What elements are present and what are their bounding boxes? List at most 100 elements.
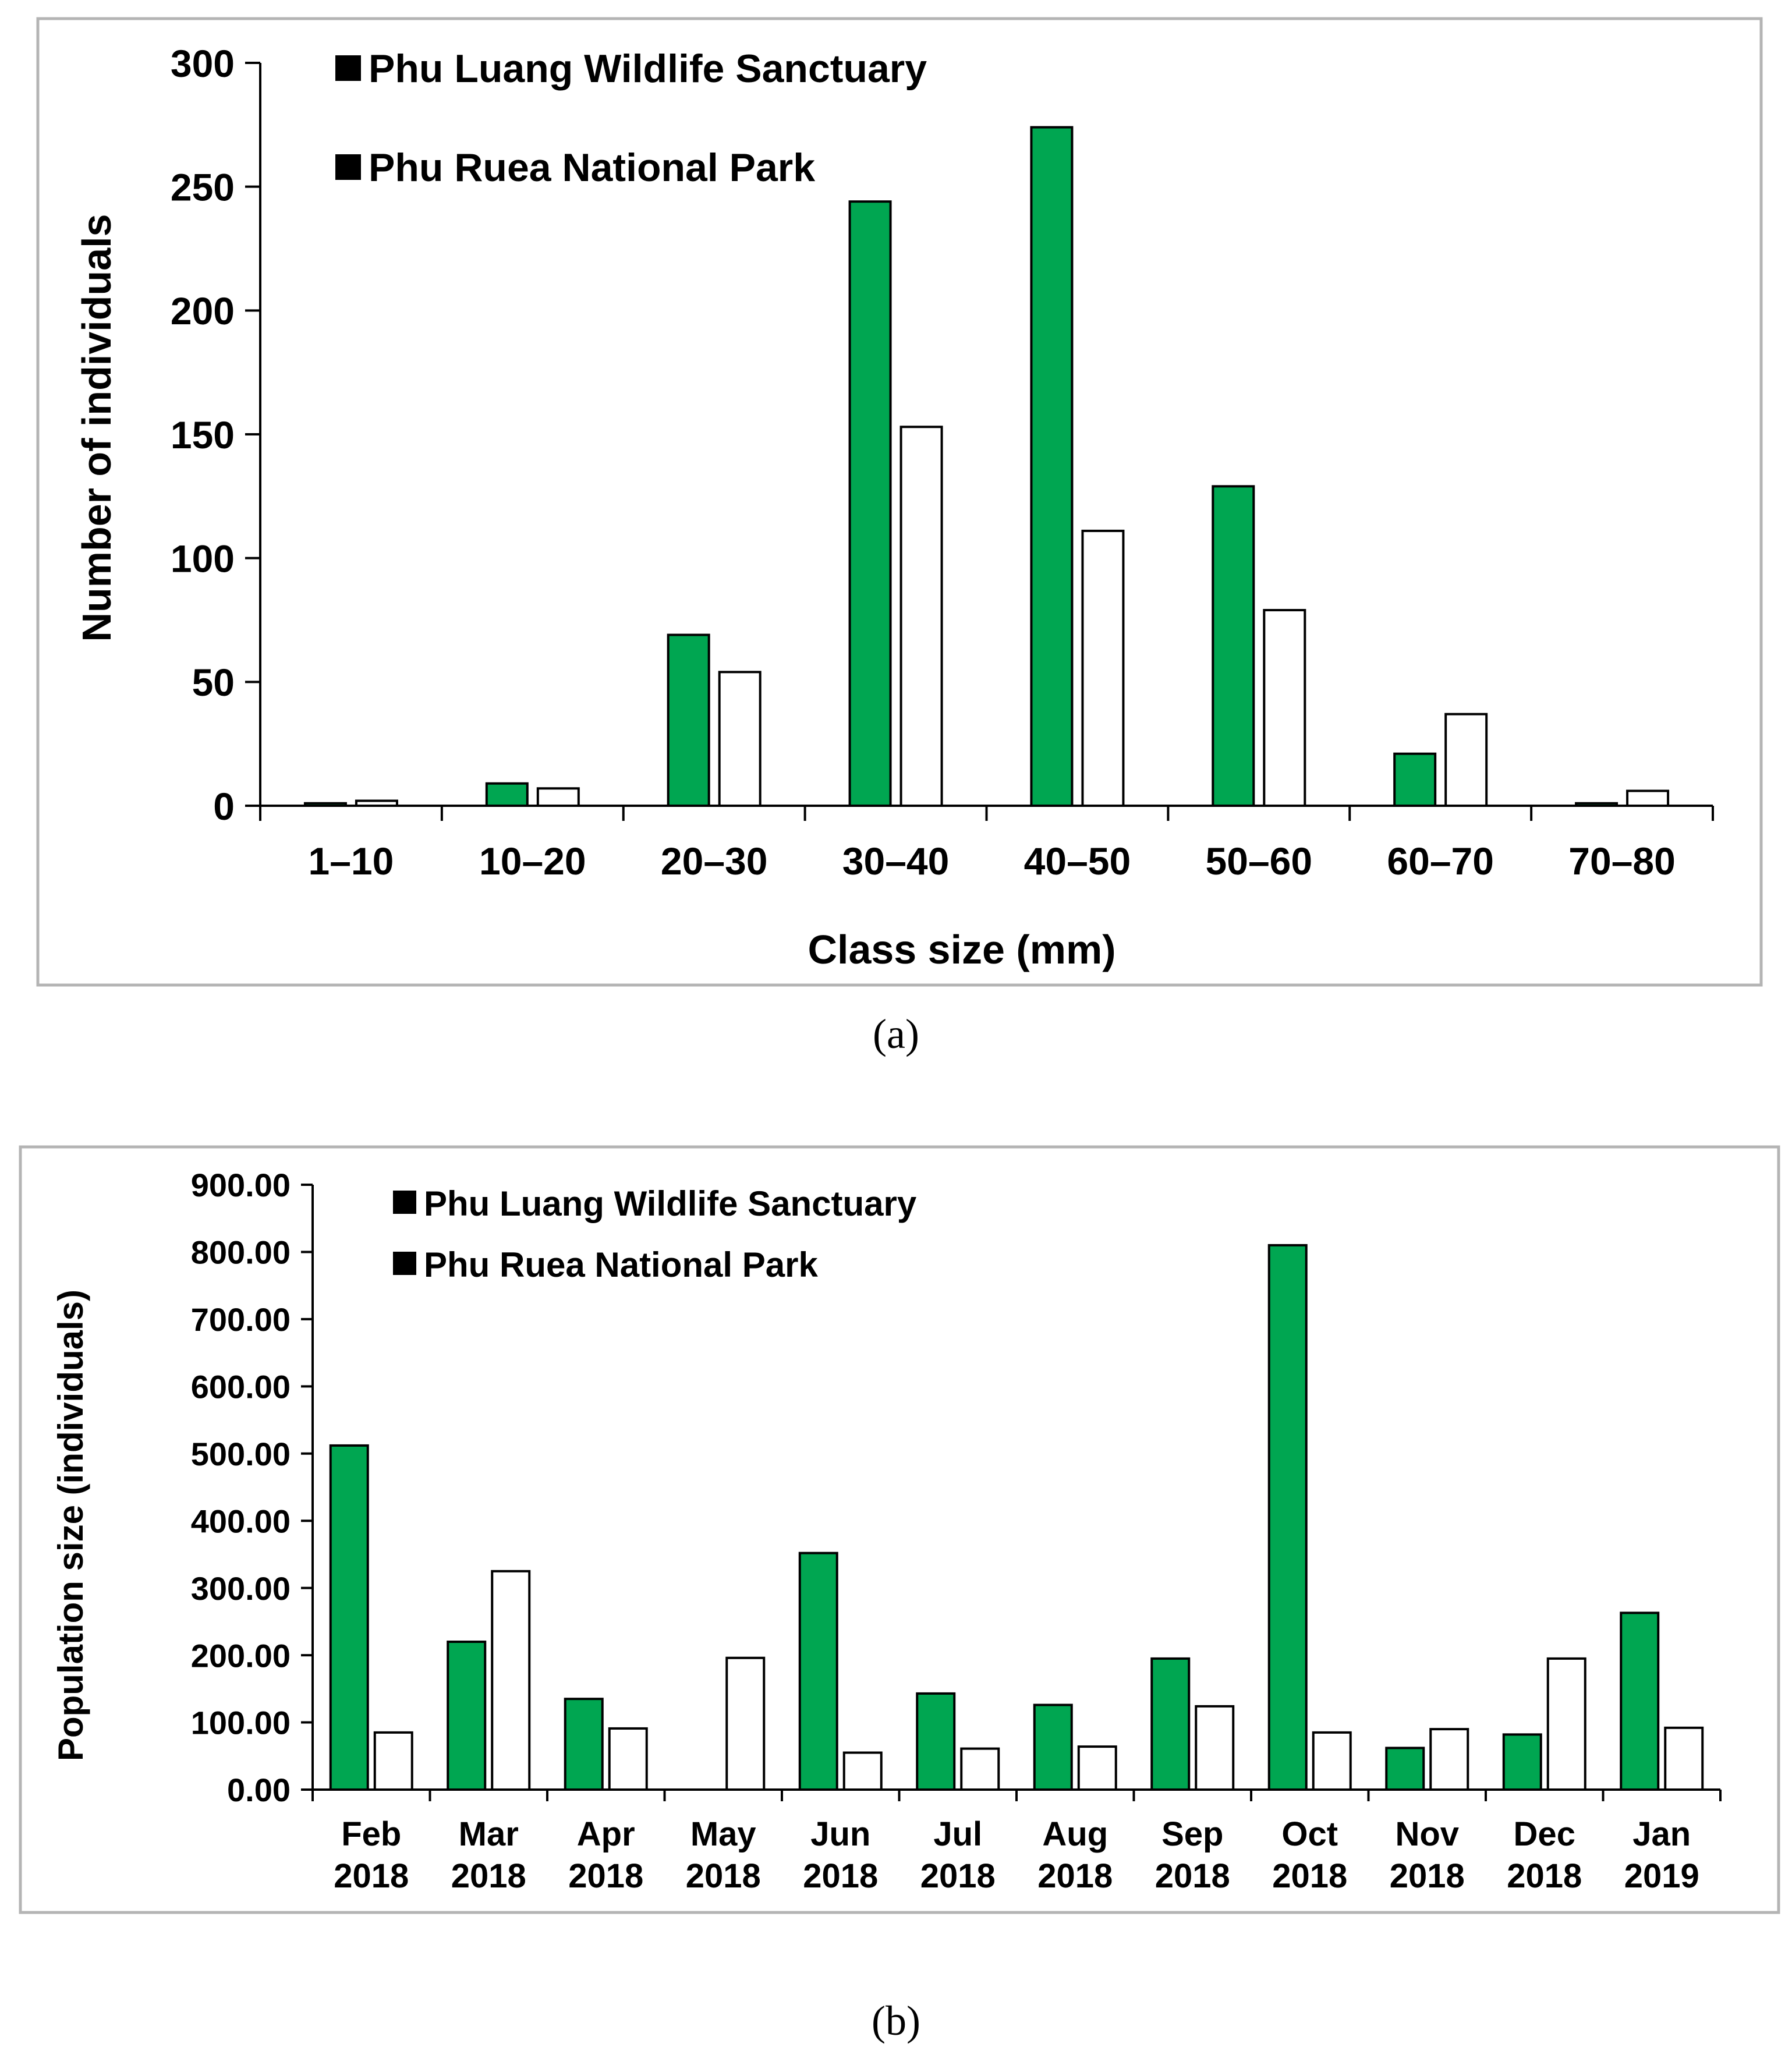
chart-a-bar-phu-ruea-national-park (899, 426, 943, 807)
chart-b-x-tick-label: 2018 (1272, 1857, 1347, 1895)
chart-b-bar-phu-ruea-national-park (1077, 1745, 1117, 1791)
chart-b-x-tick-label: 2018 (451, 1857, 526, 1895)
chart-b-bar-phu-luang-wildlife-sanctuary (564, 1698, 604, 1791)
chart-b-legend-swatch-luang (393, 1191, 416, 1214)
chart-b-bar-phu-luang-wildlife-sanctuary (1502, 1733, 1542, 1791)
chart-b-legend: Phu Luang Wildlife Sanctuary Phu Ruea Na… (393, 1184, 917, 1284)
chart-b-x-tick-label: 2018 (1037, 1857, 1113, 1895)
chart-b-x-tick-label: 2018 (334, 1857, 409, 1895)
chart-a-legend-swatch-luang (335, 55, 361, 81)
chart-a-x-tick-label: 20–30 (661, 840, 768, 883)
chart-b-legend-label-luang: Phu Luang Wildlife Sanctuary (424, 1184, 917, 1223)
chart-a-bar-phu-luang-wildlife-sanctuary (1030, 126, 1074, 807)
chart-b-x-tick-label: Jan (1632, 1815, 1691, 1853)
chart-b: 0.00 100.00 200.00 300.00 400.00 500.00 600.00… (19, 1145, 1780, 1914)
chart-b-bar-phu-luang-wildlife-sanctuary (1385, 1747, 1425, 1791)
chart-b-y-axis-title: Population size (individuals) (51, 1290, 90, 1761)
chart-b-bar-phu-ruea-national-park (1429, 1728, 1469, 1791)
chart-b-bar-phu-ruea-national-park (1312, 1731, 1352, 1791)
chart-b-x-tick-label: Feb (341, 1815, 401, 1853)
chart-a-bar-phu-ruea-national-park (1263, 608, 1306, 807)
chart-a-y-tick-label: 300 (171, 42, 235, 85)
chart-b-bar-phu-ruea-national-park (373, 1731, 413, 1791)
chart-b-bar-phu-luang-wildlife-sanctuary (1033, 1703, 1073, 1791)
chart-b-y-tick-label: 0.00 (227, 1772, 291, 1808)
chart-b-x-tick-label: May (690, 1815, 756, 1853)
chart-a-y-axis-title: Number of individuals (74, 214, 119, 642)
chart-a-y-tick-label: 100 (171, 537, 235, 580)
chart-a-bar-phu-ruea-national-park (1626, 789, 1670, 807)
chart-a-y-tick-label: 0 (213, 785, 235, 828)
chart-a-bar-phu-ruea-national-park (536, 787, 580, 807)
chart-b-y-tick-label: 600.00 (191, 1368, 291, 1405)
chart-a-bar-phu-ruea-national-park (1444, 713, 1488, 807)
chart-b-legend-swatch-ruea (393, 1252, 416, 1275)
chart-a-y-tick-label: 200 (171, 289, 235, 332)
chart-b-y-tick-label: 700.00 (191, 1301, 291, 1338)
chart-b-y-tick-label: 500.00 (191, 1436, 291, 1472)
chart-b-x-tick-label: 2018 (920, 1857, 996, 1895)
chart-b-x-tick-label: 2018 (1390, 1857, 1465, 1895)
chart-a-x-tick-label: 70–80 (1568, 840, 1676, 883)
chart-b-bar-phu-luang-wildlife-sanctuary (447, 1641, 487, 1791)
chart-b-y-tick-label: 800.00 (191, 1234, 291, 1271)
chart-a: 0 50 100 150 200 250 300 1–10 10–20 20–30 30–40 40–… (36, 17, 1763, 987)
chart-b-x-tick-label: 2018 (803, 1857, 878, 1895)
chart-b-bar-phu-ruea-national-park (1664, 1726, 1704, 1791)
chart-b-x-tick-label: Sep (1161, 1815, 1223, 1853)
chart-b-x-tick-label: Aug (1042, 1815, 1108, 1853)
chart-b-bar-phu-luang-wildlife-sanctuary (1267, 1244, 1308, 1791)
chart-a-bar-phu-ruea-national-park (1081, 529, 1125, 807)
chart-b-bar-phu-ruea-national-park (608, 1727, 648, 1791)
chart-a-bar-phu-luang-wildlife-sanctuary (667, 633, 710, 807)
chart-a-bar-phu-luang-wildlife-sanctuary (485, 782, 529, 807)
chart-b-x-tick-label: Jun (810, 1815, 870, 1853)
chart-b-bar-phu-luang-wildlife-sanctuary (1150, 1657, 1191, 1791)
chart-a-legend-label-ruea: Phu Ruea National Park (369, 146, 815, 190)
chart-a-x-tick-label: 30–40 (842, 840, 950, 883)
chart-b-y-tick-label: 200.00 (191, 1637, 291, 1674)
chart-a-x-axis-title: Class size (mm) (808, 927, 1115, 972)
chart-a-legend-swatch-ruea (335, 154, 361, 180)
chart-a-legend-label-luang: Phu Luang Wildlife Sanctuary (369, 47, 927, 91)
chart-b-bar-phu-ruea-national-park (491, 1570, 531, 1791)
panel-b-caption: (b) (872, 1997, 920, 2044)
chart-a-x-tick-label: 10–20 (479, 840, 586, 883)
chart-b-x-tick-label: 2018 (686, 1857, 761, 1895)
chart-b-x-tick-label: 2018 (1155, 1857, 1230, 1895)
chart-b-x-tick-label: 2019 (1624, 1857, 1699, 1895)
chart-b-x-tick-label: Apr (577, 1815, 635, 1853)
chart-b-bar-phu-ruea-national-park (1195, 1705, 1235, 1791)
chart-a-x-tick-label: 60–70 (1387, 840, 1494, 883)
chart-a-x-tick-label: 1–10 (309, 840, 394, 883)
chart-b-bar-phu-luang-wildlife-sanctuary (1620, 1611, 1660, 1791)
chart-b-bar-phu-ruea-national-park (842, 1751, 883, 1791)
chart-a-legend: Phu Luang Wildlife Sanctuary Phu Ruea Na… (335, 47, 927, 190)
chart-b-bar-phu-luang-wildlife-sanctuary (798, 1552, 838, 1791)
chart-b-x-tick-label: Nov (1395, 1815, 1459, 1853)
chart-b-bar-phu-ruea-national-park (1546, 1657, 1586, 1791)
chart-b-x-tick-label: 2018 (568, 1857, 643, 1895)
chart-b-y-tick-label: 900.00 (191, 1167, 291, 1203)
chart-b-y-tick-label: 100.00 (191, 1705, 291, 1741)
chart-b-bar-phu-ruea-national-park (725, 1656, 766, 1791)
chart-b-x-tick-label: Jul (933, 1815, 982, 1853)
chart-a-bar-phu-luang-wildlife-sanctuary (1393, 752, 1437, 807)
chart-b-x-tick-label: Oct (1281, 1815, 1338, 1853)
chart-b-legend-label-ruea: Phu Ruea National Park (424, 1245, 818, 1284)
chart-b-y-tick-label: 300.00 (191, 1570, 291, 1607)
chart-a-bar-phu-ruea-national-park (718, 671, 762, 807)
chart-b-bar-phu-luang-wildlife-sanctuary (329, 1444, 369, 1791)
chart-a-y-tick-label: 250 (171, 165, 235, 208)
chart-a-bar-phu-luang-wildlife-sanctuary (848, 200, 892, 807)
chart-a-y-tick-label: 150 (171, 413, 235, 456)
panel-a-caption: (a) (873, 1011, 919, 1057)
chart-b-x-tick-label: Dec (1514, 1815, 1575, 1853)
chart-a-y-tick-label: 50 (192, 661, 235, 704)
chart-b-bar-phu-ruea-national-park (960, 1747, 1000, 1791)
chart-b-y-tick-label: 400.00 (191, 1503, 291, 1539)
chart-a-bar-phu-luang-wildlife-sanctuary (1212, 485, 1255, 807)
chart-b-x-tick-label: 2018 (1507, 1857, 1582, 1895)
chart-b-bar-phu-luang-wildlife-sanctuary (916, 1692, 956, 1791)
